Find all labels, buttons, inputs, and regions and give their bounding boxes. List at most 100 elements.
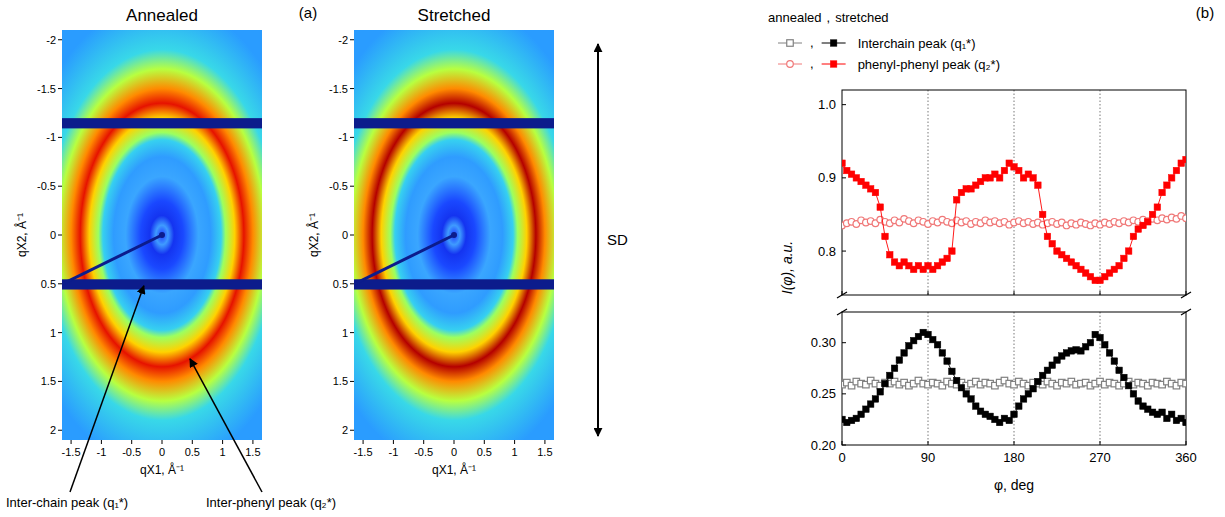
x-tick-label: 0 — [838, 450, 845, 465]
panel-letter: (b) — [1196, 4, 1214, 21]
detector-gap — [62, 118, 262, 128]
data-point — [1121, 374, 1128, 381]
data-point — [1097, 334, 1104, 341]
x-tick — [928, 291, 929, 295]
data-point — [1035, 182, 1042, 189]
data-point — [887, 372, 894, 379]
y-tick-label: 0 — [50, 229, 56, 241]
y-tick — [58, 137, 62, 138]
y-tick-label: 0 — [342, 229, 348, 241]
legend-marker — [787, 61, 794, 68]
y-tick-label: 1 — [342, 327, 348, 339]
x-tick — [252, 440, 253, 444]
data-point — [1035, 378, 1042, 385]
data-point — [901, 350, 908, 357]
x-tick — [162, 440, 163, 444]
x-tick — [454, 440, 455, 444]
detector-gap — [354, 279, 554, 289]
y-tick — [350, 381, 354, 382]
data-point — [934, 341, 941, 348]
y-tick-label: -0.5 — [37, 180, 56, 192]
x-tick — [514, 440, 515, 444]
y-tick — [842, 393, 846, 394]
y-tick-label: 0.25 — [811, 386, 836, 401]
y-tick-label: 1.5 — [333, 375, 348, 387]
axis-break — [837, 292, 847, 298]
legend-label: Interchain peak (q₁*) — [858, 36, 976, 51]
plot-frame — [842, 312, 1186, 445]
y-tick-label: -2 — [46, 34, 56, 46]
data-point — [949, 368, 956, 375]
data-point — [944, 358, 951, 365]
y-tick — [350, 235, 354, 236]
plot-area — [842, 156, 1186, 283]
data-point — [1159, 189, 1166, 196]
y-tick — [58, 381, 62, 382]
data-point — [1049, 241, 1056, 248]
y-tick-label: -1 — [338, 131, 348, 143]
y-tick — [842, 104, 846, 105]
series-line — [842, 216, 1186, 226]
axis-break — [837, 309, 847, 315]
legend-header: stretched — [835, 10, 888, 25]
x-tick-label: -1 — [389, 446, 399, 458]
x-axis-title: φ, deg — [994, 477, 1034, 493]
y-tick — [350, 283, 354, 284]
legend-header: annealed — [768, 10, 822, 25]
x-tick-label: 90 — [921, 450, 935, 465]
x-tick-label: -1.5 — [62, 446, 81, 458]
scattering-pattern — [62, 30, 262, 440]
x-tick — [484, 440, 485, 444]
y-tick — [58, 88, 62, 89]
data-point — [968, 396, 975, 403]
x-tick-label: -1 — [97, 446, 107, 458]
x-tick — [928, 441, 929, 445]
y-axis-title: I(φ), a.u. — [779, 241, 795, 294]
data-point — [1016, 167, 1023, 174]
y-tick — [58, 186, 62, 187]
y-tick-label: 0.30 — [811, 335, 836, 350]
heatmap-image — [354, 30, 554, 440]
panel-title: Annealed — [126, 6, 198, 25]
y-tick-label: 0.8 — [818, 244, 836, 259]
grid-line — [1014, 312, 1015, 445]
x-tick-label: 0.5 — [185, 446, 200, 458]
data-point — [887, 251, 894, 258]
heatmap-image — [62, 30, 262, 440]
data-point — [1173, 167, 1180, 174]
x-tick-label: 1.5 — [245, 446, 260, 458]
x-tick-label: -0.5 — [414, 446, 433, 458]
legend-separator: , — [810, 56, 814, 71]
x-tick — [1100, 441, 1101, 445]
y-tick-label: 0.5 — [41, 278, 56, 290]
detector-gap — [62, 279, 262, 289]
data-point — [872, 189, 879, 196]
y-tick-label: 1.5 — [41, 375, 56, 387]
data-point — [1125, 248, 1132, 255]
annotation: Inter-chain peak (q₁*) — [6, 495, 128, 510]
annotation-arrow — [70, 286, 144, 492]
y-tick — [842, 177, 846, 178]
data-point — [1102, 341, 1109, 348]
x-tick — [1014, 441, 1015, 445]
annotation-arrow — [190, 359, 262, 492]
data-point — [1183, 156, 1186, 163]
x-axis-title: qX1, Å⁻¹ — [432, 462, 476, 477]
beamstop-holder — [62, 235, 162, 284]
data-point — [842, 160, 845, 167]
data-point — [872, 396, 879, 403]
y-tick-label: 1.0 — [818, 97, 836, 112]
y-tick — [58, 235, 62, 236]
x-tick-label: 0 — [451, 446, 457, 458]
data-point — [939, 350, 946, 357]
data-point — [1011, 411, 1018, 418]
legend-marker — [830, 40, 837, 47]
stretch-direction-arrow — [597, 44, 599, 436]
y-tick — [350, 332, 354, 333]
axis-break — [1181, 309, 1191, 315]
annotation: Inter-phenyl peak (q₂*) — [206, 495, 336, 510]
data-point — [944, 255, 951, 262]
legend-label: phenyl-phenyl peak (q₂*) — [858, 57, 1000, 72]
legend-separator: , — [827, 10, 831, 25]
x-tick — [544, 440, 545, 444]
